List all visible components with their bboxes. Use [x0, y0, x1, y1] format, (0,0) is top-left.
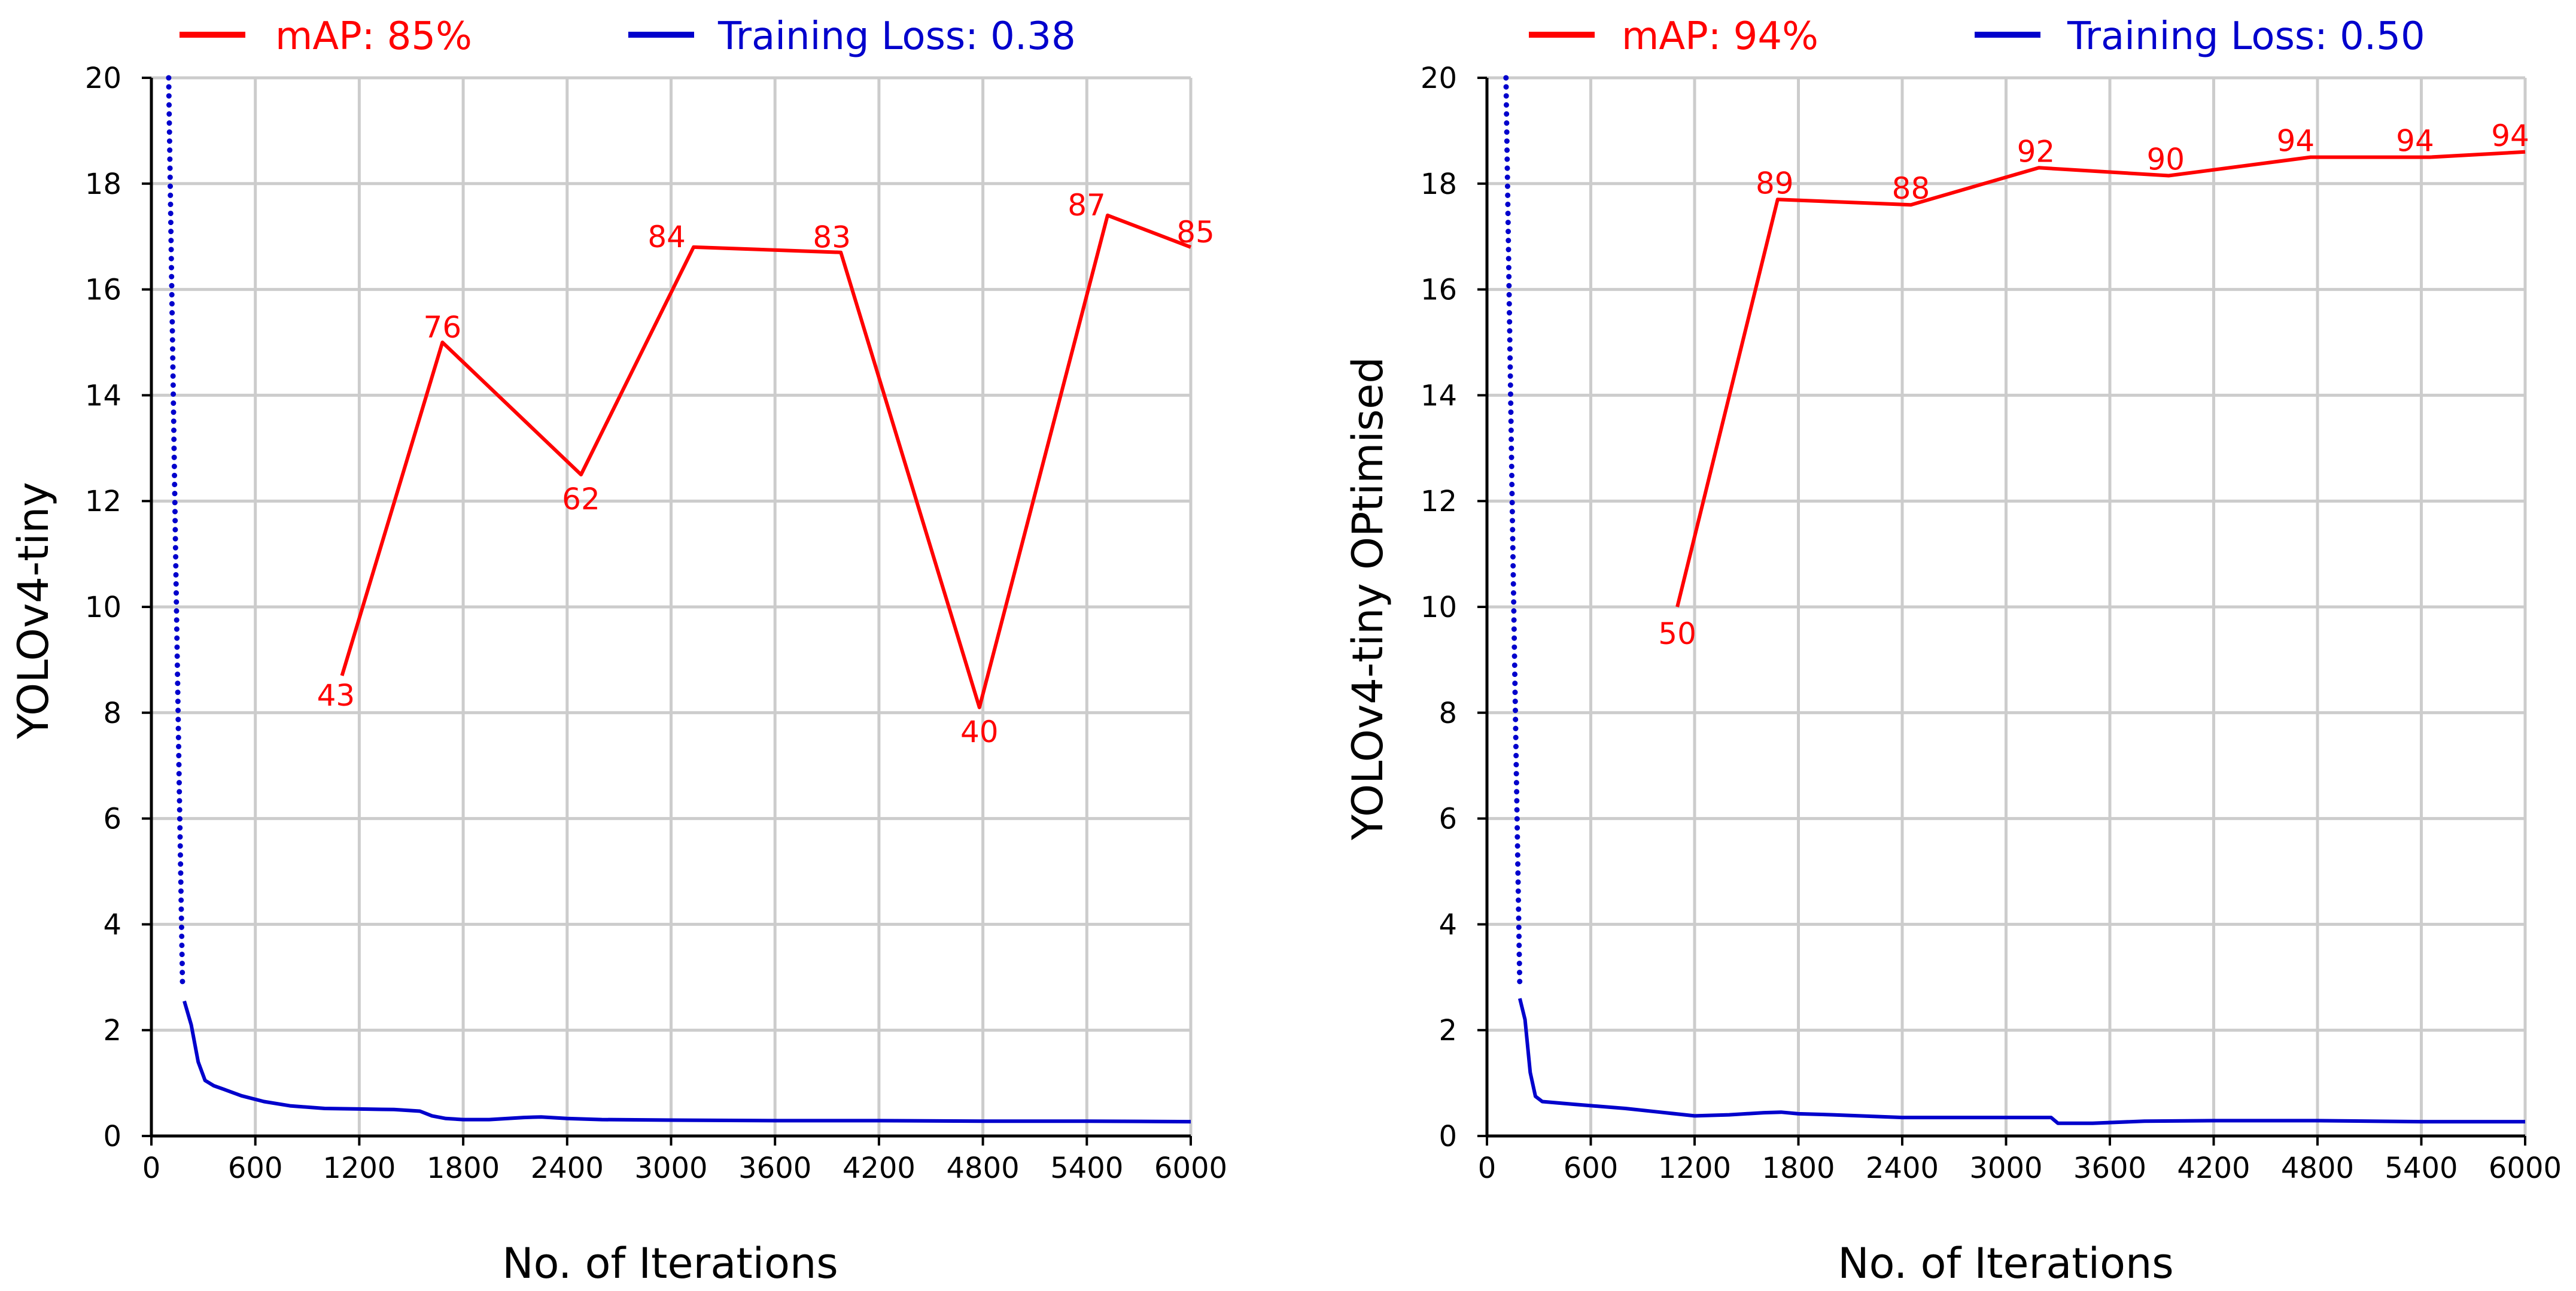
left-map-point-label-0: 43	[317, 678, 355, 713]
left-x-tick-label-6: 3600	[738, 1152, 811, 1185]
left-chart-y-ticks: 0 2 4 6 8 10 12 14 16 18 20	[85, 62, 151, 1153]
left-x-tick-label-2: 1200	[323, 1152, 396, 1185]
right-y-axis-title: YOLOv4-tiny OPtimised	[1343, 357, 1392, 841]
left-chart-data-labels: 43 76 62 84 83 40 87 85	[317, 188, 1215, 749]
left-legend-loss-label: Training Loss: 0.38	[717, 14, 1076, 59]
left-x-tick-label-4: 2400	[531, 1152, 604, 1185]
left-chart: mAP: 85% Training Loss: 0.38 0 600 1200 180…	[9, 14, 1227, 1288]
right-map-point-label-7: 94	[2491, 119, 2529, 153]
right-y-tick-label-0: 0	[1438, 1120, 1457, 1153]
right-chart-x-ticks: 0 600 1200 1800 2400 3000 3600 4200 4800 5400 6000	[1478, 1136, 2562, 1185]
left-series-training-loss	[183, 1000, 1191, 1124]
right-x-tick-label-5: 3000	[1969, 1152, 2042, 1185]
right-chart-grid	[1487, 76, 2527, 1136]
left-y-tick-label-2: 4	[103, 908, 121, 941]
left-x-tick-label-1: 600	[228, 1152, 283, 1185]
left-y-tick-label-3: 6	[103, 803, 121, 836]
right-y-tick-label-9: 18	[1421, 168, 1457, 201]
right-x-axis-title: No. of Iterations	[1838, 1239, 2174, 1288]
left-y-tick-label-8: 16	[85, 274, 121, 307]
right-chart-series	[1503, 75, 2526, 1125]
left-map-point-label-4: 83	[813, 220, 851, 255]
right-y-tick-label-7: 14	[1421, 379, 1457, 412]
left-y-axis-title: YOLOv4-tiny	[9, 482, 58, 740]
right-chart-y-ticks: 0 2 4 6 8 10 12 14 16 18 20	[1421, 62, 1487, 1153]
right-map-point-label-6: 94	[2396, 124, 2434, 159]
right-chart-data-labels: 50 89 88 92 90 94 94 94	[1658, 119, 2529, 651]
left-series-training-loss-early	[166, 75, 185, 991]
right-x-tick-label-2: 1200	[1658, 1152, 1731, 1185]
right-y-tick-label-2: 4	[1438, 908, 1457, 941]
left-x-tick-label-10: 6000	[1154, 1152, 1227, 1185]
left-map-point-label-6: 87	[1067, 188, 1106, 223]
right-x-tick-label-3: 1800	[1762, 1152, 1835, 1185]
left-map-point-label-3: 84	[647, 220, 686, 254]
right-x-tick-label-7: 4200	[2177, 1152, 2250, 1185]
right-x-tick-label-8: 4800	[2281, 1152, 2354, 1185]
left-y-tick-label-9: 18	[85, 168, 121, 201]
right-map-point-label-1: 89	[1756, 166, 1794, 201]
right-map-point-label-3: 92	[2017, 134, 2055, 169]
right-y-tick-label-6: 12	[1421, 485, 1457, 518]
left-x-tick-label-7: 4200	[843, 1152, 916, 1185]
left-series-map	[340, 213, 1192, 709]
left-y-tick-label-4: 8	[103, 697, 121, 730]
left-map-point-label-7: 85	[1176, 215, 1215, 250]
right-map-point-label-2: 88	[1892, 171, 1930, 206]
left-x-tick-label-8: 4800	[947, 1152, 1020, 1185]
left-map-point-label-2: 62	[562, 482, 600, 517]
right-legend-loss-label: Training Loss: 0.50	[2067, 14, 2425, 59]
right-chart: mAP: 94% Training Loss: 0.50 0 600 1200 180…	[1343, 14, 2562, 1288]
left-map-point-label-5: 40	[960, 715, 999, 749]
right-y-tick-label-10: 20	[1421, 62, 1457, 95]
right-series-training-loss	[1517, 998, 2525, 1125]
left-chart-series	[166, 75, 1192, 1124]
left-y-tick-label-1: 2	[103, 1014, 121, 1047]
left-x-tick-label-3: 1800	[427, 1152, 500, 1185]
right-map-point-label-4: 90	[2147, 142, 2185, 177]
right-y-tick-label-3: 6	[1438, 803, 1457, 836]
right-map-point-label-5: 94	[2277, 124, 2315, 159]
right-y-tick-label-8: 16	[1421, 274, 1457, 307]
left-y-tick-label-7: 14	[85, 379, 121, 412]
left-legend-map-label: mAP: 85%	[275, 14, 472, 59]
right-x-tick-label-1: 600	[1564, 1152, 1619, 1185]
left-chart-x-ticks: 0 600 1200 1800 2400 3000 3600 4200 4800 5400 6000	[142, 1136, 1227, 1185]
right-series-map	[1675, 150, 2526, 607]
right-x-tick-label-10: 6000	[2489, 1152, 2562, 1185]
left-chart-grid	[151, 76, 1193, 1136]
right-map-point-label-0: 50	[1658, 616, 1696, 651]
left-y-tick-label-5: 10	[85, 591, 121, 624]
left-map-point-label-1: 76	[424, 310, 462, 345]
right-x-tick-label-9: 5400	[2385, 1152, 2458, 1185]
left-x-axis-title: No. of Iterations	[502, 1239, 838, 1288]
right-series-training-loss-early	[1503, 75, 1523, 991]
right-y-tick-label-1: 2	[1438, 1014, 1457, 1047]
left-x-tick-label-0: 0	[142, 1152, 161, 1185]
right-x-tick-label-6: 3600	[2073, 1152, 2146, 1185]
left-y-tick-label-6: 12	[85, 485, 121, 518]
right-x-tick-label-0: 0	[1478, 1152, 1497, 1185]
left-chart-legend: mAP: 85% Training Loss: 0.38	[180, 14, 1076, 59]
left-x-tick-label-5: 3000	[634, 1152, 707, 1185]
right-legend-map-label: mAP: 94%	[1622, 14, 1818, 59]
right-y-tick-label-4: 8	[1438, 697, 1457, 730]
left-y-tick-label-0: 0	[103, 1120, 121, 1153]
right-x-tick-label-4: 2400	[1866, 1152, 1939, 1185]
left-x-tick-label-9: 5400	[1050, 1152, 1123, 1185]
right-y-tick-label-5: 10	[1421, 591, 1457, 624]
left-y-tick-label-10: 20	[85, 62, 121, 95]
right-chart-legend: mAP: 94% Training Loss: 0.50	[1529, 14, 2425, 59]
